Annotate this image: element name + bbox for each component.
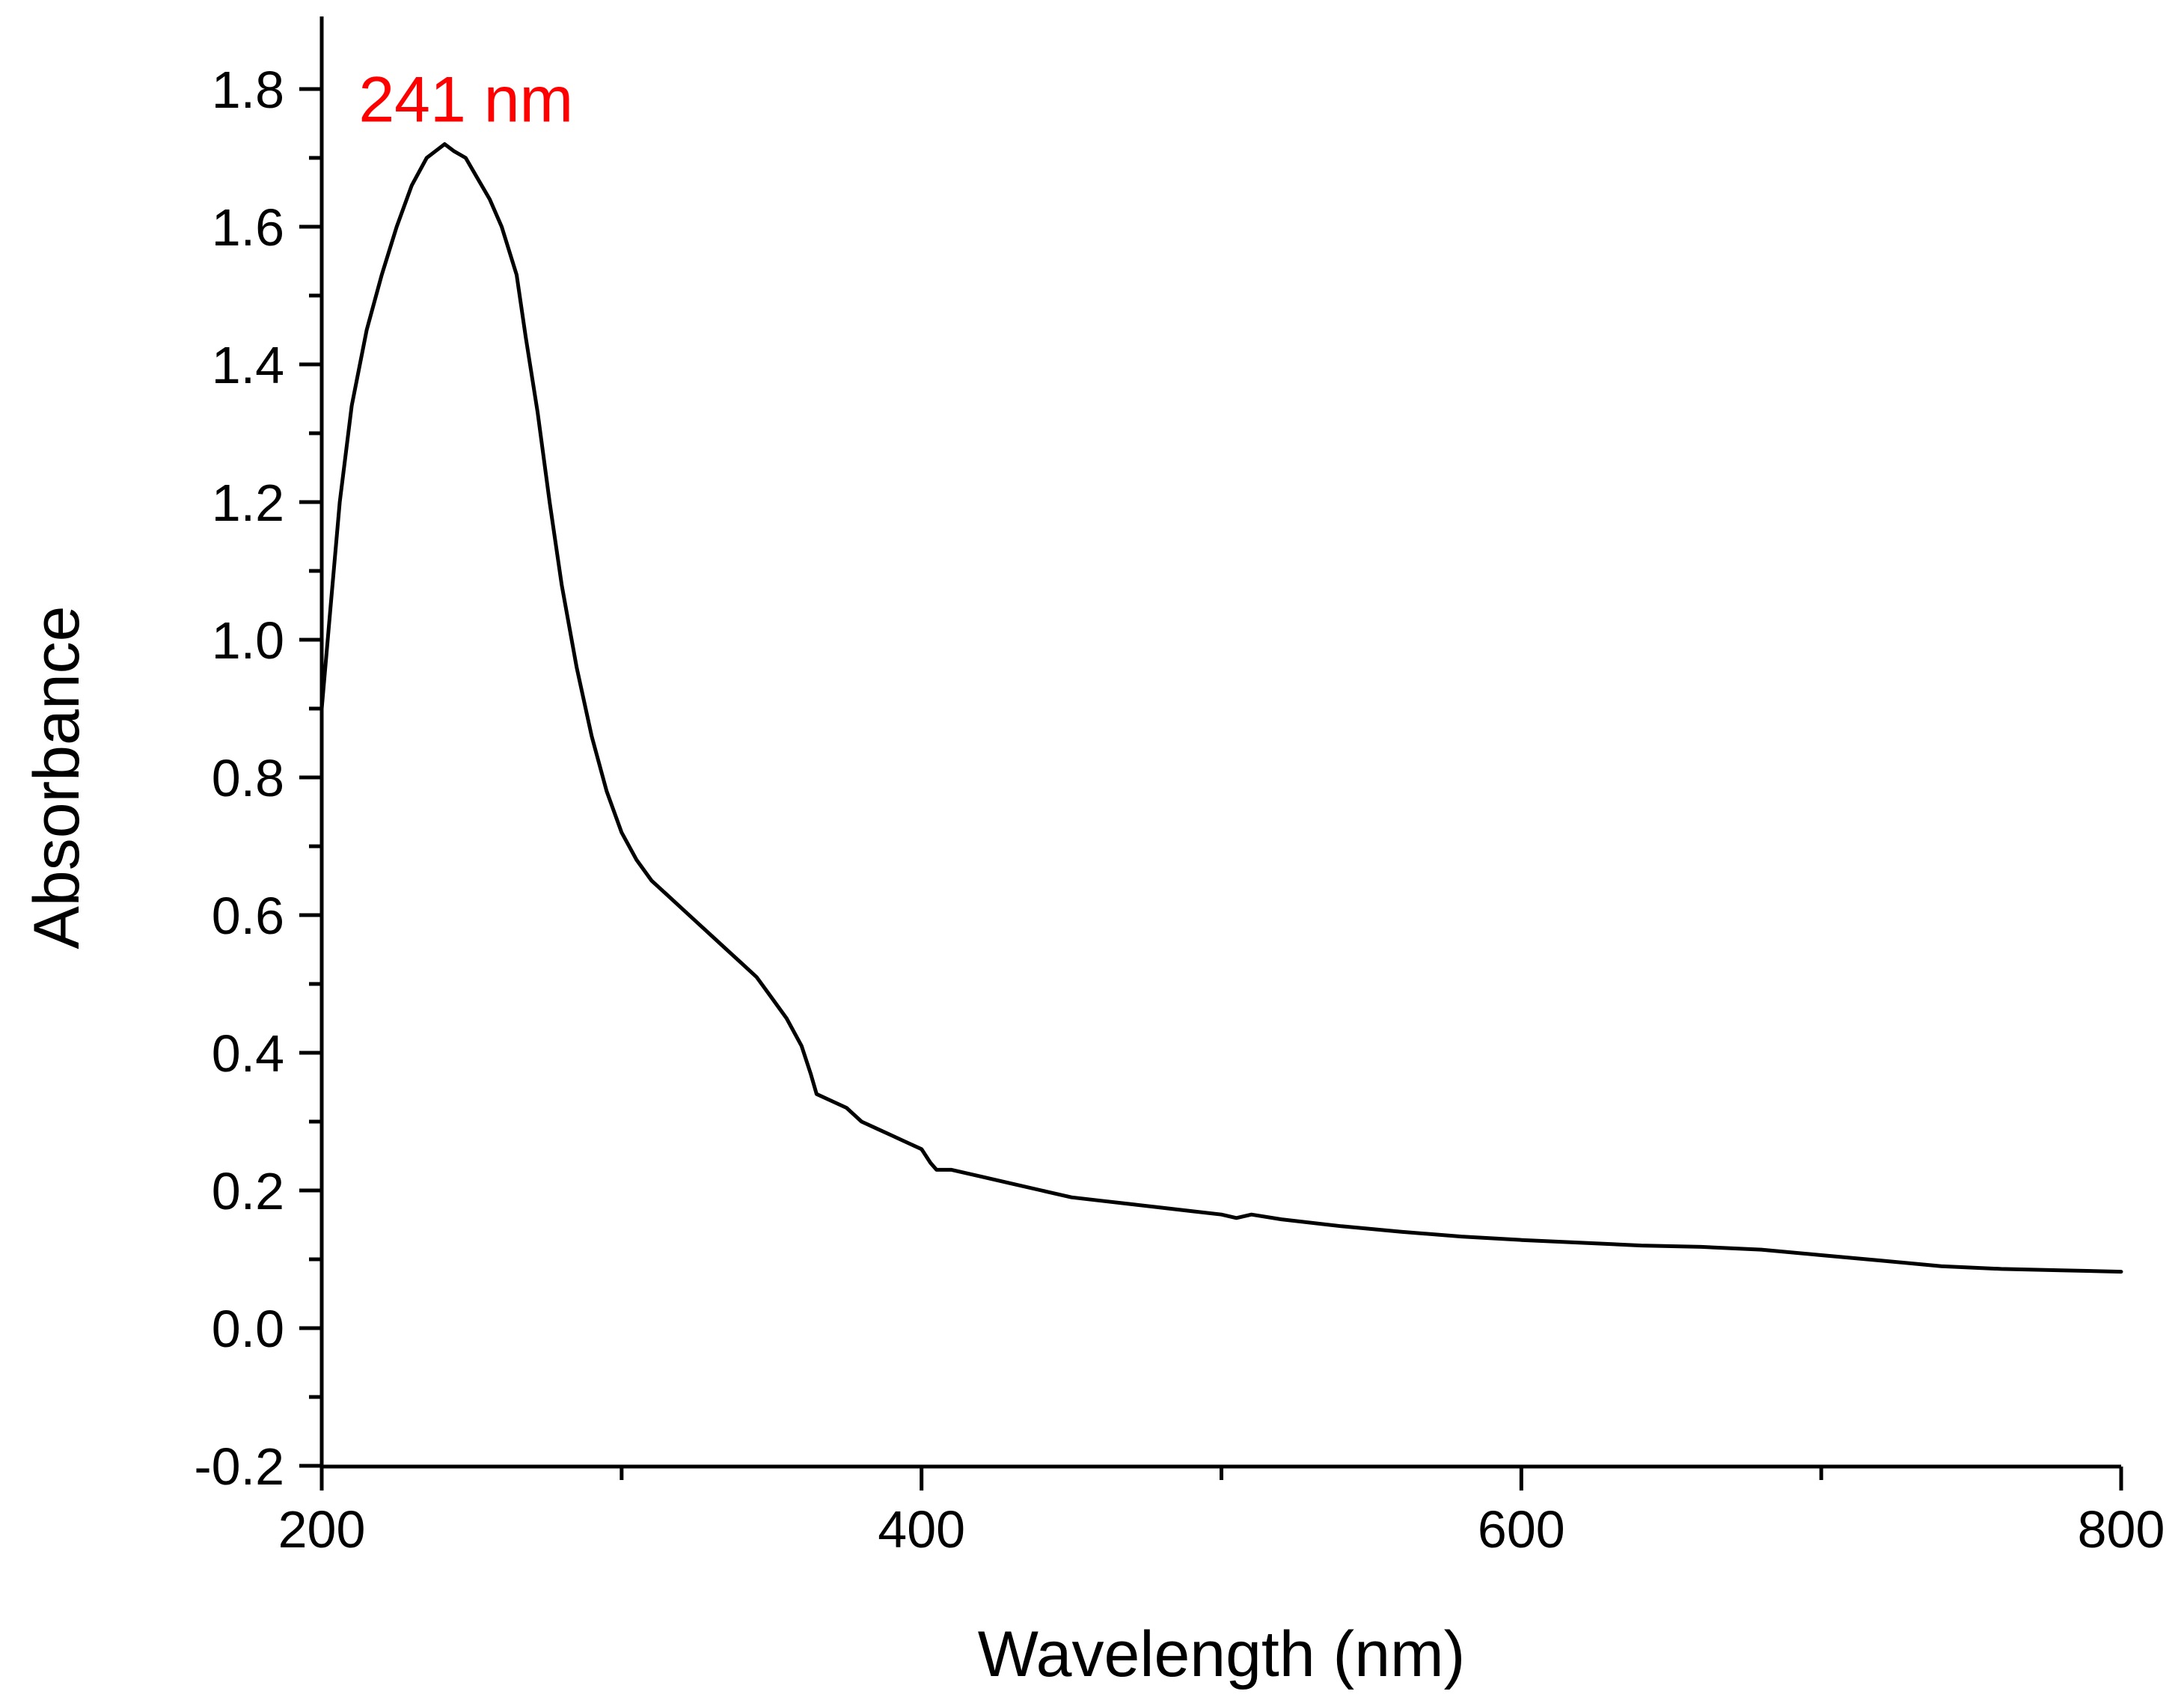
y-tick-label: 1.6	[212, 198, 284, 257]
y-major-ticks	[299, 87, 322, 1468]
x-tick-label: 800	[2078, 1500, 2165, 1559]
y-tick-label: 1.8	[212, 61, 284, 119]
y-tick-label: 1.4	[212, 336, 284, 394]
y-minor-ticks	[309, 156, 322, 1399]
y-tick-label: 0.0	[212, 1300, 284, 1358]
x-axis-title: Wavelength (nm)	[978, 1618, 1466, 1690]
y-tick-label: 0.8	[212, 749, 284, 807]
y-tick-label: -0.2	[194, 1437, 284, 1496]
peak-annotation: 241 nm	[358, 64, 573, 136]
y-tick-labels: -0.2 0.0 0.2 0.4 0.6 0.8 1.0 1.2 1.4 1.6 1.8	[194, 61, 284, 1496]
y-tick-label: 0.4	[212, 1024, 284, 1083]
x-tick-label: 200	[278, 1500, 366, 1559]
y-axis-title: Absorbance	[21, 606, 93, 950]
y-tick-label: 0.2	[212, 1162, 284, 1220]
x-tick-label: 400	[878, 1500, 965, 1559]
x-major-ticks	[319, 1467, 2123, 1490]
x-tick-label: 600	[1478, 1500, 1565, 1559]
y-tick-label: 1.2	[212, 474, 284, 532]
y-tick-label: 1.0	[212, 611, 284, 670]
x-tick-labels: 200 400 600 800	[278, 1500, 2165, 1559]
x-minor-ticks	[620, 1467, 1823, 1480]
absorbance-series-line	[319, 142, 2123, 1274]
y-tick-label: 0.6	[212, 887, 284, 945]
